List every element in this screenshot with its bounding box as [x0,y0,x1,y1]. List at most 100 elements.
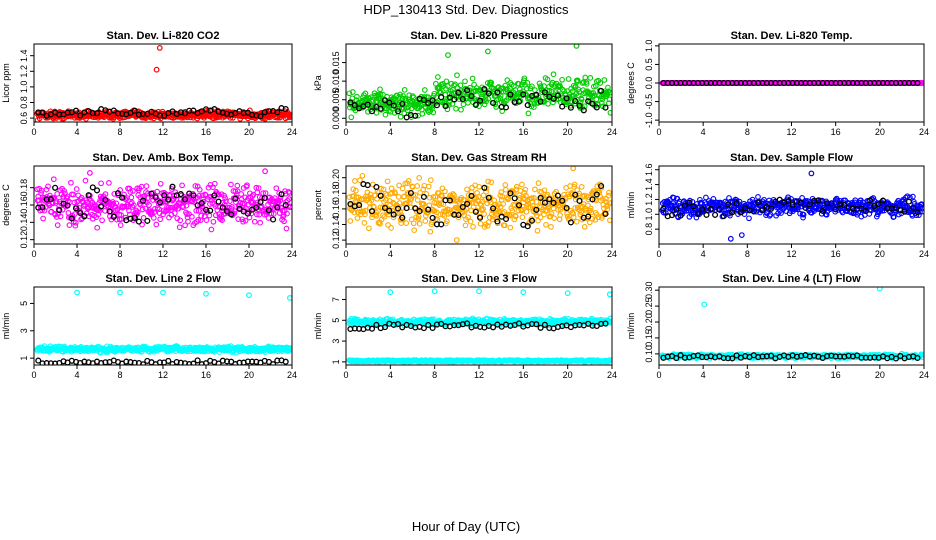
x-tick-label: 24 [287,370,297,380]
hourly-marker [181,110,189,117]
data-point [82,177,89,184]
data-point [260,190,266,196]
outlier-point [573,44,580,49]
x-tick-label: 20 [875,249,885,259]
y-tick-label: 0.20 [331,169,341,187]
panel-title: Stan. Dev. Li-820 Temp. [731,30,853,42]
data-point [286,196,292,202]
data-point [749,196,756,203]
data-point [354,215,361,221]
data-point [357,177,363,184]
data-point [430,194,437,200]
data-point [353,187,359,194]
hourly-marker [802,204,809,211]
data-point [137,202,144,208]
hourly-marker [576,197,583,204]
outlier-point [160,289,166,296]
hourly-marker [585,98,592,105]
data-point [106,180,112,186]
data-point [477,220,484,227]
x-tick-label: 20 [244,370,254,380]
x-tick-label: 8 [745,249,750,259]
data-point [903,194,909,201]
data-point [53,198,60,204]
x-tick-label: 8 [432,127,437,137]
hourly-marker [165,196,172,203]
hourly-marker [399,100,406,107]
hourly-marker [559,197,566,204]
data-point [414,197,421,203]
data-point [544,76,551,83]
data-point [455,214,462,221]
data-point [592,216,599,223]
data-point [130,202,137,209]
data-point [416,175,423,181]
x-tick-label: 4 [701,249,706,259]
y-tick-label: 1.0 [19,81,29,94]
data-point [210,218,217,225]
hourly-marker [729,209,736,216]
hourly-marker [169,108,176,115]
hourly-marker [211,106,218,113]
hourly-marker [47,196,54,203]
data-point [755,194,761,200]
hourly-marker [598,87,605,94]
hourly-marker [533,91,540,98]
data-point [605,192,612,199]
hourly-marker [464,87,471,94]
y-axis-label: kPa [313,75,323,91]
hourly-marker [106,208,113,215]
data-point [475,193,482,200]
data-point [681,208,688,214]
hourly-marker [485,90,492,97]
hourly-marker [89,184,96,191]
data-point [349,89,356,95]
figure-title: HDP_130413 Std. Dev. Diagnostics [364,2,569,17]
hourly-marker [593,104,600,111]
data-point [346,90,353,97]
data-point [228,181,234,188]
hourly-marker [181,196,189,203]
data-point [448,210,454,217]
hourly-marker [554,92,561,99]
data-point [513,183,520,190]
data-point [53,214,60,220]
hourly-marker [282,105,289,113]
data-point [420,201,427,207]
data-point [102,191,109,197]
x-tick-label: 0 [31,370,36,380]
hourly-marker [364,101,371,108]
hourly-marker [567,219,574,226]
data-point [129,204,136,210]
hourly-marker [140,197,147,204]
data-point [550,71,557,78]
data-point [212,212,219,219]
hourly-marker [528,217,536,224]
data-point [574,77,581,84]
hourly-marker [507,91,514,98]
data-point [493,104,500,110]
data-point [128,194,135,201]
data-point [497,93,504,99]
hourly-marker [394,205,402,212]
data-point [607,109,612,116]
data-point [143,183,150,189]
y-tick-label: 0.0 [644,77,654,90]
data-point [465,99,471,106]
hourly-marker [446,197,453,204]
data-point [570,92,577,99]
data-point [380,212,386,219]
hourly-marker [114,110,122,117]
data-point [480,206,486,212]
hourly-marker [502,104,510,111]
data-point [488,179,495,186]
hourly-marker [910,204,917,211]
data-point [491,197,498,204]
hourly-marker [140,361,147,365]
data-point [485,95,492,102]
outlier-point [74,289,80,296]
hourly-marker [660,205,667,212]
data-point [283,199,289,205]
